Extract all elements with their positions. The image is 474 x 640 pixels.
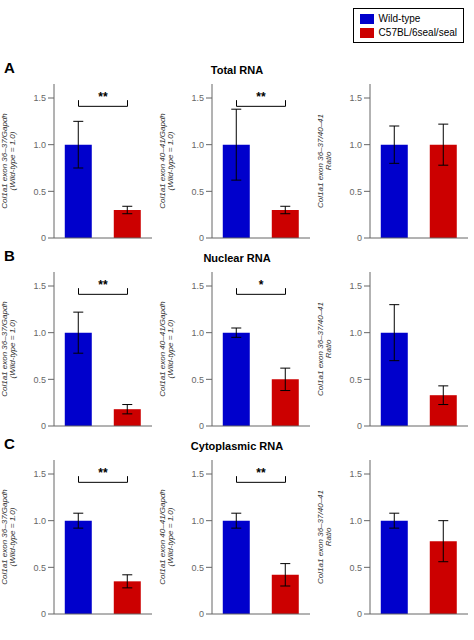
svg-text:1.0: 1.0 bbox=[191, 516, 204, 526]
svg-text:1.0: 1.0 bbox=[191, 328, 204, 338]
svg-text:1.5: 1.5 bbox=[191, 469, 204, 479]
html-text:Nuclear RNA: Nuclear RNA bbox=[203, 252, 271, 264]
svg-text:0.5: 0.5 bbox=[191, 375, 204, 385]
svg-text:0: 0 bbox=[41, 421, 46, 431]
svg-text:Col1a1 exon 36–37/Gapdh(Wild-t: Col1a1 exon 36–37/Gapdh(Wild-type = 1.0) bbox=[8, 301, 17, 397]
html-text:B: B bbox=[4, 247, 15, 264]
svg-text:*: * bbox=[259, 278, 264, 292]
svg-text:Col1a1 exon 36–37/Gapdh(Wild-t: Col1a1 exon 36–37/Gapdh(Wild-type = 1.0) bbox=[8, 489, 17, 585]
svg-text:Col1a1 exon 36–37/40–41Ratio: Col1a1 exon 36–37/40–41Ratio bbox=[316, 302, 333, 396]
svg-text:Col1a1 exon 40–41/Gapdh(Wild-t: Col1a1 exon 40–41/Gapdh(Wild-type = 1.0) bbox=[158, 489, 175, 585]
svg-text:0.5: 0.5 bbox=[349, 187, 362, 197]
html-text:C: C bbox=[4, 435, 15, 452]
svg-text:**: ** bbox=[98, 466, 108, 480]
svg-text:0.5: 0.5 bbox=[349, 563, 362, 573]
svg-text:1.0: 1.0 bbox=[33, 516, 46, 526]
svg-text:1.0: 1.0 bbox=[349, 140, 362, 150]
svg-text:**: ** bbox=[256, 466, 266, 480]
html-text:Cytoplasmic RNA: Cytoplasmic RNA bbox=[190, 440, 284, 452]
svg-text:1.0: 1.0 bbox=[33, 140, 46, 150]
svg-text:0: 0 bbox=[199, 233, 204, 243]
html-text:A: A bbox=[4, 59, 15, 76]
svg-text:0: 0 bbox=[41, 233, 46, 243]
svg-text:1.5: 1.5 bbox=[33, 281, 46, 291]
svg-text:Col1a1 exon 36–37/Gapdh(Wild-t: Col1a1 exon 36–37/Gapdh(Wild-type = 1.0) bbox=[8, 113, 17, 209]
svg-text:0: 0 bbox=[199, 421, 204, 431]
svg-text:1.0: 1.0 bbox=[191, 140, 204, 150]
svg-text:0: 0 bbox=[357, 421, 362, 431]
html-text:Total RNA: Total RNA bbox=[210, 64, 264, 76]
svg-text:0.5: 0.5 bbox=[349, 375, 362, 385]
svg-text:1.5: 1.5 bbox=[191, 93, 204, 103]
svg-text:1.5: 1.5 bbox=[33, 469, 46, 479]
svg-text:Col1a1 exon 36–37/40–41Ratio: Col1a1 exon 36–37/40–41Ratio bbox=[316, 114, 333, 208]
svg-text:0: 0 bbox=[357, 233, 362, 243]
svg-text:1.5: 1.5 bbox=[349, 281, 362, 291]
html-text:C57BL/6seal/seal: C57BL/6seal/seal bbox=[378, 27, 457, 38]
svg-text:0.5: 0.5 bbox=[191, 563, 204, 573]
svg-text:0.5: 0.5 bbox=[33, 375, 46, 385]
svg-text:1.5: 1.5 bbox=[349, 93, 362, 103]
svg-text:**: ** bbox=[256, 90, 266, 104]
svg-text:1.5: 1.5 bbox=[191, 281, 204, 291]
svg-text:Col1a1 exon 40–41/Gapdh(Wild-t: Col1a1 exon 40–41/Gapdh(Wild-type = 1.0) bbox=[158, 113, 175, 209]
svg-text:0: 0 bbox=[357, 609, 362, 619]
svg-text:1.5: 1.5 bbox=[33, 93, 46, 103]
svg-text:0.5: 0.5 bbox=[33, 187, 46, 197]
svg-text:1.0: 1.0 bbox=[33, 328, 46, 338]
svg-text:0: 0 bbox=[41, 609, 46, 619]
svg-text:0: 0 bbox=[199, 609, 204, 619]
svg-text:Col1a1 exon 40–41/Gapdh(Wild-t: Col1a1 exon 40–41/Gapdh(Wild-type = 1.0) bbox=[158, 301, 175, 397]
svg-text:1.0: 1.0 bbox=[349, 328, 362, 338]
svg-text:Col1a1 exon 36–37/40–41Ratio: Col1a1 exon 36–37/40–41Ratio bbox=[316, 490, 333, 584]
svg-text:1.0: 1.0 bbox=[349, 516, 362, 526]
html-text:Wild-type: Wild-type bbox=[378, 13, 421, 24]
svg-text:**: ** bbox=[98, 278, 108, 292]
svg-text:**: ** bbox=[98, 90, 108, 104]
svg-text:1.5: 1.5 bbox=[349, 469, 362, 479]
svg-text:0.5: 0.5 bbox=[191, 187, 204, 197]
svg-text:0.5: 0.5 bbox=[33, 563, 46, 573]
